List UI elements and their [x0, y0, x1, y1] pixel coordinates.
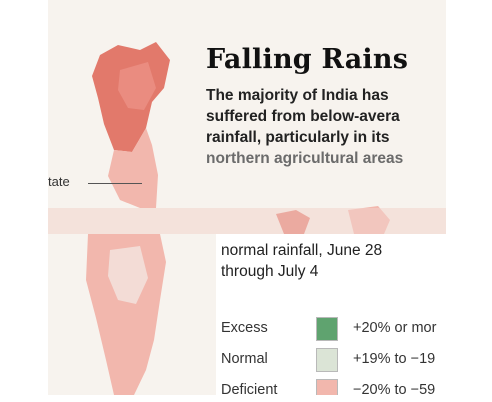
image-seam	[48, 208, 446, 234]
subtitle-line-2: suffered from below-avera	[206, 108, 400, 125]
legend-label: Normal	[221, 351, 268, 367]
legend-swatch	[316, 379, 338, 395]
state-callout-label: tate	[48, 174, 70, 189]
graphic-title: Falling Rains	[206, 44, 409, 75]
legend-heading-line-1: normal rainfall, June 28	[221, 242, 383, 259]
legend-range: −20% to −59	[353, 382, 436, 395]
map-region-south-detail	[108, 246, 148, 304]
legend-row-normal: Normal +19% to −19	[221, 348, 446, 372]
legend-swatch	[316, 348, 338, 372]
legend-row-deficient: Deficient −20% to −59	[221, 379, 446, 395]
legend-swatch	[316, 317, 338, 341]
graphic-subtitle: The majority of India has suffered from …	[206, 85, 446, 169]
legend-range: +19% to −19	[353, 351, 436, 367]
map-region-central	[108, 128, 158, 208]
subtitle-line-3: rainfall, particularly in its	[206, 129, 390, 146]
legend-heading-line-2: through July 4	[221, 263, 319, 280]
legend-range: +20% or mor	[353, 320, 437, 336]
legend-label: Excess	[221, 320, 268, 336]
legend-label: Deficient	[221, 382, 278, 395]
state-callout-line	[88, 183, 142, 184]
legend-heading: normal rainfall, June 28 through July 4	[221, 240, 446, 282]
subtitle-line-1: The majority of India has	[206, 87, 389, 104]
legend-row-excess: Excess +20% or mor	[221, 317, 446, 341]
map-region-north-highlight	[118, 62, 156, 110]
subtitle-line-4: northern agricultural areas	[206, 150, 404, 167]
infographic: Falling Rains The majority of India has …	[48, 0, 446, 395]
